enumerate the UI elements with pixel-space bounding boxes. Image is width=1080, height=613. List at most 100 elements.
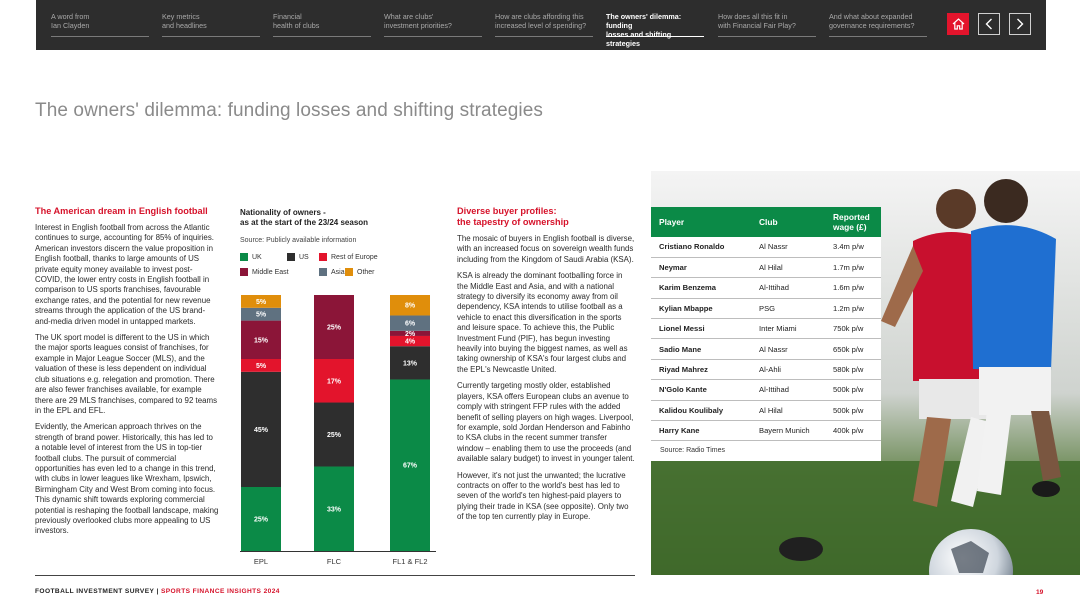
bar-segment: [390, 335, 430, 347]
bar-segment: [241, 359, 281, 372]
legend-swatch: [240, 268, 248, 276]
wage-table-grid: Player Club Reported wage (£) Cristiano …: [651, 207, 881, 442]
nav-tab-financial-fair-play[interactable]: How does all this fit in with Financial …: [718, 11, 816, 37]
legend-swatch: [287, 253, 295, 261]
player-cell: Riyad Mahrez: [651, 359, 751, 381]
player-cell: Harry Kane: [651, 420, 751, 442]
home-button[interactable]: [947, 13, 969, 35]
category-label: EPL: [254, 557, 268, 566]
data-label: 6%: [405, 321, 416, 328]
bar-segment: [241, 487, 281, 551]
bar-segment: [314, 466, 354, 551]
data-label: 2%: [405, 331, 416, 338]
nav-tab-line: Key metrics: [162, 12, 200, 21]
bar-segment: [390, 379, 430, 551]
legend-item: Middle East: [240, 268, 289, 276]
chevron-left-icon: [985, 18, 992, 30]
american-dream-section: The American dream in English football I…: [35, 206, 219, 543]
chart-title-line: as at the start of the 23/24 season: [240, 218, 369, 227]
nav-tab-line: And what about expanded: [829, 12, 913, 21]
table-row: Neymar Al Hilal 1.7m p/w: [651, 257, 881, 279]
legend-item: Rest of Europe: [319, 253, 378, 261]
nav-tab-line: Ian Clayden: [51, 21, 90, 30]
nav-tab-affording-spending[interactable]: How are clubs affording this increased l…: [495, 11, 593, 37]
table-row: N'Golo Kante Al-Ittihad 500k p/w: [651, 379, 881, 401]
legend-swatch: [319, 253, 327, 261]
nav-tab-line: with Financial Fair Play?: [718, 21, 796, 30]
wage-cell: 1.2m p/w: [825, 298, 881, 320]
table-row: Riyad Mahrez Al-Ahli 580k p/w: [651, 359, 881, 381]
bar-segment: [241, 371, 281, 487]
legend-swatch: [345, 268, 353, 276]
club-cell: Al-Ahli: [751, 359, 825, 381]
table-row: Karim Benzema Al-Ittihad 1.6m p/w: [651, 277, 881, 299]
next-page-button[interactable]: [1009, 13, 1031, 35]
data-label: 67%: [403, 463, 418, 470]
footer: FOOTBALL INVESTMENT SURVEY | SPORTS FINA…: [35, 588, 280, 595]
table-row: Kalidou Koulibaly Al Hilal 500k p/w: [651, 400, 881, 422]
player-cell: Kalidou Koulibaly: [651, 400, 751, 422]
paragraph: Evidently, the American approach thrives…: [35, 422, 219, 536]
footer-divider: [35, 575, 635, 576]
bar-segment: [390, 315, 430, 331]
legend-item: Asia: [319, 268, 345, 276]
data-label: 13%: [403, 360, 418, 367]
bar-segment: [241, 320, 281, 359]
bar-segment: [390, 295, 430, 316]
wage-cell: 650k p/w: [825, 338, 881, 360]
legend-item: Other: [345, 268, 375, 276]
chart-title: Nationality of owners - as at the start …: [240, 208, 440, 228]
club-cell: Al Nassr: [751, 338, 825, 360]
legend-label: Middle East: [252, 268, 289, 276]
legend-label: Rest of Europe: [331, 253, 378, 261]
nav-tab-line: and headlines: [162, 21, 207, 30]
paragraph: The UK sport model is different to the U…: [35, 333, 218, 415]
bar-segment: [390, 346, 430, 380]
previous-page-button[interactable]: [978, 13, 1000, 35]
club-cell: Al-Ittihad: [751, 379, 825, 401]
wage-cell: 400k p/w: [825, 420, 881, 442]
legend-label: US: [299, 253, 309, 261]
data-label: 25%: [254, 517, 269, 524]
club-cell: Al Nassr: [751, 237, 825, 258]
player-cell: Kylian Mbappe: [651, 298, 751, 320]
nav-tab-key-metrics[interactable]: Key metrics and headlines: [162, 11, 260, 37]
nav-tab-line: losses and shifting strategies: [606, 30, 672, 48]
nav-tab-governance[interactable]: And what about expanded governance requi…: [829, 11, 927, 37]
player-cell: Karim Benzema: [651, 277, 751, 299]
nav-tab-line: How does all this fit in: [718, 12, 788, 21]
page-number: 19: [1036, 589, 1044, 596]
nav-tab-line: governance requirements?: [829, 21, 915, 30]
nav-tab-owners-dilemma[interactable]: The owners' dilemma: funding losses and …: [606, 11, 704, 48]
nav-tab-financial-health[interactable]: Financial health of clubs: [273, 11, 371, 37]
legend-swatch: [240, 253, 248, 261]
bar-segment: [314, 402, 354, 467]
bar-segment: [241, 295, 281, 308]
nav-tab-investment-priorities[interactable]: What are clubs' investment priorities?: [384, 11, 482, 37]
data-label: 15%: [254, 337, 269, 344]
paragraph: However, it's not just the unwanted; the…: [457, 470, 629, 522]
wage-header-line: wage (£): [833, 222, 867, 232]
highest-paid-players-table: Player Club Reported wage (£) Cristiano …: [651, 207, 881, 462]
bar-segment: [390, 330, 430, 336]
footer-publication: FOOTBALL INVESTMENT SURVEY: [35, 588, 155, 595]
data-label: 45%: [254, 427, 269, 434]
data-label: 4%: [405, 339, 416, 346]
legend-label: Other: [357, 268, 375, 276]
top-navigation: A word from Ian Clayden Key metrics and …: [36, 0, 1046, 50]
nav-tab-line: A word from: [51, 12, 90, 21]
wage-cell: 500k p/w: [825, 400, 881, 422]
club-cell: Al Hilal: [751, 257, 825, 279]
table-header-row: Player Club Reported wage (£): [651, 207, 881, 237]
data-label: 5%: [256, 363, 267, 370]
legend-item: UK: [240, 253, 262, 261]
category-label: FLC: [327, 557, 342, 566]
table-row: Lionel Messi Inter Miami 750k p/w: [651, 318, 881, 340]
player-cell: Lionel Messi: [651, 318, 751, 340]
nav-tab-line: health of clubs: [273, 21, 320, 30]
nav-tab-word-from[interactable]: A word from Ian Clayden: [51, 11, 149, 37]
data-label: 5%: [256, 312, 267, 319]
player-cell: Neymar: [651, 257, 751, 279]
diverse-buyers-section: Diverse buyer profiles: the tapestry of …: [457, 206, 635, 529]
legend-label: UK: [252, 253, 262, 261]
